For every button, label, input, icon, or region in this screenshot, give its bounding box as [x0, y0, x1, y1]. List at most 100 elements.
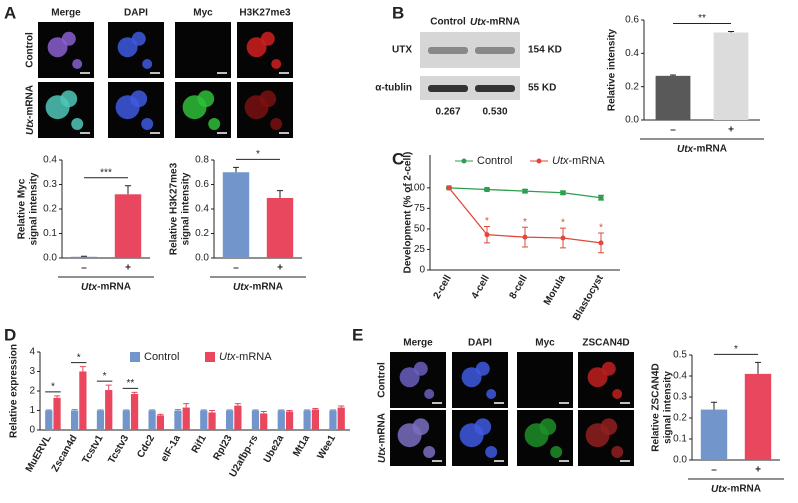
x-tick-label: – — [233, 263, 239, 274]
panel-letter: D — [4, 325, 16, 344]
y-tick-label: 0.8 — [195, 155, 209, 166]
x-tick-label: Rif1 — [190, 433, 209, 455]
error-bar — [277, 190, 283, 198]
x-tick-label: + — [277, 263, 283, 274]
significance: * — [599, 223, 603, 234]
error-bar — [174, 409, 181, 411]
image-column-header: Merge — [51, 8, 81, 19]
x-tick-label: + — [728, 125, 734, 136]
error-bar — [278, 409, 285, 411]
bar — [222, 172, 250, 258]
y-tick-label: 0 — [419, 265, 425, 276]
blot-band — [428, 47, 468, 54]
y-axis-label: Relative ZSCAN4D — [651, 363, 662, 451]
bar — [260, 413, 268, 430]
blot-quant: 0.267 — [435, 107, 460, 118]
nucleus — [61, 31, 76, 46]
error-bar — [123, 409, 130, 411]
y-tick-label: 0.2 — [673, 413, 687, 424]
x-tick-label: Tcstv3 — [106, 433, 131, 466]
bar — [700, 409, 728, 460]
bar — [122, 410, 130, 430]
x-tick-label: Ube2a — [262, 433, 287, 465]
error-bar — [711, 401, 717, 410]
image-column-header: DAPI — [124, 8, 148, 19]
image-column-header: Myc — [535, 338, 555, 349]
y-tick-label: 1 — [29, 405, 35, 416]
error-bar — [79, 366, 86, 372]
blot-column-header: Utx-mRNA — [470, 17, 520, 28]
error-bar — [312, 408, 319, 410]
y-tick-label: 0.3 — [673, 392, 687, 403]
nucleus — [399, 367, 420, 388]
legend-label: Utx-mRNA — [552, 155, 605, 167]
nucleus — [600, 418, 618, 436]
y-tick-label: 3 — [29, 366, 35, 377]
bar — [713, 32, 749, 120]
nucleus — [270, 118, 283, 130]
bar — [70, 256, 98, 258]
nucleus — [475, 361, 490, 376]
y-axis-label: Relative intensity — [607, 28, 618, 111]
y-tick-label: 0.5 — [673, 350, 687, 361]
panel-letter: A — [4, 3, 16, 22]
blot-band — [475, 85, 515, 92]
nucleus — [197, 90, 215, 108]
error-bar — [260, 410, 267, 414]
x-tick-label: + — [755, 465, 761, 476]
bar — [303, 410, 311, 430]
y-axis-label: signal intensity — [29, 172, 40, 245]
bar — [744, 373, 772, 460]
image-column-header: Myc — [193, 8, 213, 19]
marker — [522, 188, 528, 194]
x-tick-label: Wee1 — [315, 433, 338, 461]
blot-size: 154 KD — [528, 45, 562, 56]
error-bar — [233, 166, 239, 173]
bar — [53, 397, 61, 430]
x-tick-label: Cdc2 — [135, 433, 157, 460]
panel-letter: E — [352, 325, 363, 344]
bar — [114, 194, 142, 258]
nucleus — [141, 118, 154, 130]
x-tick-label: 4-cell — [470, 273, 492, 301]
error-bar — [97, 409, 104, 411]
nucleus — [72, 59, 83, 69]
marker — [484, 187, 490, 192]
micrograph — [175, 22, 231, 78]
bar — [174, 410, 182, 430]
bar — [285, 411, 294, 430]
nucleus — [474, 418, 492, 436]
error-bar — [105, 384, 112, 391]
y-tick-label: 0.4 — [43, 155, 57, 166]
y-tick-label: 0.4 — [195, 204, 209, 215]
image-row-label: Utx-mRNA — [25, 85, 36, 135]
nucleus — [612, 389, 623, 399]
marker — [598, 240, 604, 246]
bar — [96, 410, 105, 430]
y-tick-label: 0.3 — [43, 179, 57, 190]
y-tick-label: 100 — [408, 182, 425, 193]
blot-band — [475, 47, 515, 54]
nucleus — [246, 37, 267, 58]
error-bar — [157, 413, 164, 416]
panel-letter: B — [392, 3, 404, 22]
significance: *** — [100, 167, 112, 178]
x-tick-label: Zscan4d — [50, 433, 80, 474]
nucleus — [60, 90, 78, 108]
y-tick-label: 0.2 — [195, 228, 209, 239]
y-tick-label: 0.4 — [625, 48, 639, 59]
error-bar — [304, 409, 311, 411]
y-tick-label: 0.0 — [673, 455, 687, 466]
significance: * — [485, 216, 489, 227]
x-tick-label: eIF-1a — [159, 433, 183, 464]
blot-quant: 0.530 — [482, 107, 507, 118]
error-bar — [71, 409, 78, 411]
x-tick-label: Morula — [542, 273, 568, 307]
marker — [522, 234, 528, 240]
x-tick-label: 8-cell — [508, 273, 530, 301]
bar — [156, 415, 164, 430]
bar — [105, 390, 113, 430]
y-tick-label: 0.4 — [673, 371, 687, 382]
x-tick-label: Mt1a — [291, 433, 312, 459]
marker — [484, 232, 490, 238]
